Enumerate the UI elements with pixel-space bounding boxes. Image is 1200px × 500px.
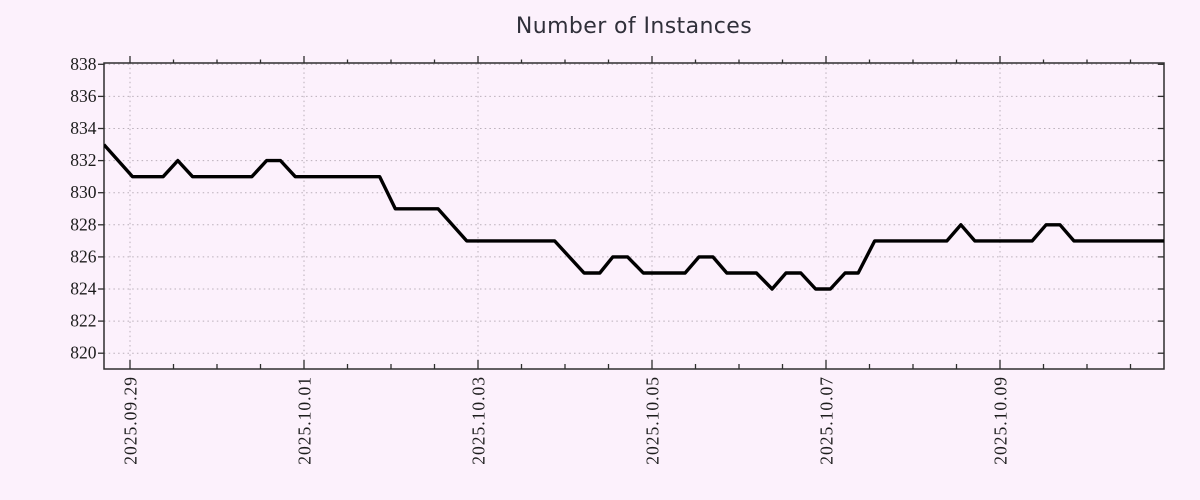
plot-frame: [103, 62, 1165, 370]
y-tick-label: 822: [70, 311, 96, 331]
x-tick-label: 2025.10.07: [817, 376, 837, 465]
series-line: [104, 143, 1164, 291]
x-tick-label: 2025.10.09: [991, 376, 1011, 465]
y-tick-label: 830: [70, 182, 97, 202]
y-tick-label: 826: [70, 246, 97, 266]
x-tick-label: 2025.10.03: [469, 376, 489, 465]
y-tick-label: 824: [70, 279, 97, 299]
y-tick-label: 834: [70, 118, 97, 138]
y-tick-label: 820: [70, 343, 97, 363]
x-tick-label: 2025.10.05: [643, 376, 663, 465]
grid: [104, 63, 1164, 369]
y-tick-label: 836: [70, 86, 97, 106]
y-tick-labels: 820 822 824 826 828 830 832 834 836 838: [70, 54, 97, 363]
series: [104, 143, 1164, 291]
x-tick-label: 2025.09.29: [121, 376, 141, 465]
y-tick-label: 828: [70, 214, 97, 234]
y-tick-label: 832: [70, 150, 96, 170]
y-tick-label: 838: [70, 54, 97, 74]
chart-title: Number of Instances: [515, 14, 753, 39]
x-tick-labels: 2025.09.29 2025.10.01 2025.10.03 2025.10.05…: [121, 376, 1011, 465]
x-tick-label: 2025.10.01: [295, 376, 315, 465]
ticks: [98, 56, 1164, 369]
